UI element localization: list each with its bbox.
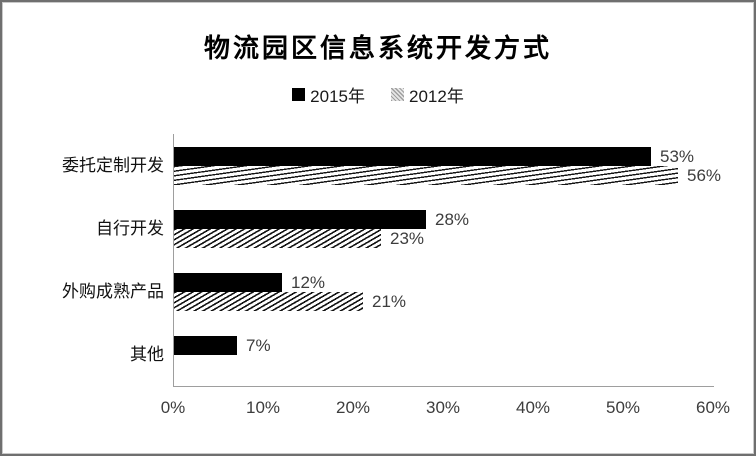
x-tick-label: 30%: [425, 398, 461, 417]
bar-2015年-cat1: [174, 210, 426, 229]
category-label: 委托定制开发: [62, 156, 164, 175]
value-label-2015年-cat3: 7%: [246, 336, 271, 355]
bar-2012年-cat1: [174, 229, 381, 248]
value-label-2015年-cat1: 28%: [435, 210, 470, 229]
legend-item-2015: 2015年: [292, 82, 365, 107]
category-label: 外购成熟产品: [62, 282, 164, 301]
bar-2015年-cat0: [174, 147, 651, 166]
category-axis: 委托定制开发自行开发外购成熟产品其他: [2, 134, 164, 386]
legend-label-2015: 2015年: [310, 87, 365, 106]
x-tick-label: 20%: [335, 398, 371, 417]
legend-marker-2012-icon: [391, 88, 404, 101]
value-label-2012年-cat1: 23%: [390, 229, 425, 248]
x-tick-label: 40%: [515, 398, 551, 417]
x-tick-label: 50%: [605, 398, 641, 417]
legend-marker-2015-icon: [292, 88, 306, 101]
value-label-2015年-cat0: 53%: [660, 147, 695, 166]
value-label-2012年-cat0: 56%: [687, 166, 722, 185]
x-tick-label: 60%: [695, 398, 731, 417]
value-label-2012年-cat2: 21%: [372, 292, 407, 311]
value-label-2015年-cat2: 12%: [291, 273, 326, 292]
bar-2015年-cat2: [174, 273, 282, 292]
category-label: 自行开发: [96, 219, 164, 238]
legend: 2015年 2012年: [2, 82, 754, 107]
x-tick-label: 0%: [160, 398, 186, 417]
bar-2012年-cat0: [174, 166, 678, 185]
category-label: 其他: [130, 345, 164, 364]
legend-label-2012: 2012年: [409, 87, 464, 106]
chart-title: 物流园区信息系统开发方式: [203, 33, 552, 63]
plot-area: 53% 56% 28% 23% 12% 21% 7%: [173, 134, 721, 387]
x-axis: 0% 10% 20% 30% 40% 50% 60%: [161, 398, 730, 424]
bar-2012年-cat2: [174, 292, 363, 311]
legend-item-2012: 2012年: [391, 82, 464, 107]
bar-2015年-cat3: [174, 336, 237, 355]
x-tick-label: 10%: [245, 398, 281, 417]
